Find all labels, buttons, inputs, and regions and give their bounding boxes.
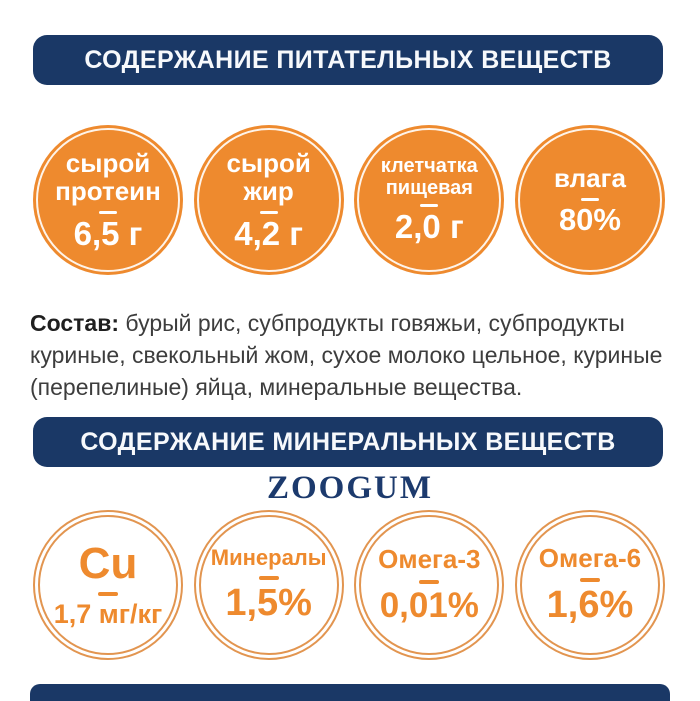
label-line: пищевая: [385, 177, 473, 200]
dash-separator: [579, 578, 600, 583]
nutrient-circle-moisture: влага 80%: [514, 125, 665, 275]
nutrients-circle-row: сырой протеин 6,5 г сырой жир 4,2 г клет…: [33, 125, 665, 275]
nutrient-value: 4,2 г: [234, 214, 304, 252]
dash-separator: [258, 576, 279, 581]
nutrient-value: 2,0 г: [394, 208, 464, 246]
mineral-circle-copper: Cu 1,7 мг/кг: [33, 510, 183, 660]
mineral-circle-minerals: Минералы 1,5%: [193, 510, 344, 660]
label-line: влага: [554, 162, 626, 193]
label-line: клетчатка: [380, 155, 478, 178]
mineral-label: Cu: [78, 538, 138, 588]
label-line: жир: [243, 176, 294, 207]
mineral-circle-omega6: Омега-6 1,6%: [514, 510, 665, 660]
mineral-value: 0,01%: [379, 585, 479, 625]
label-line: протеин: [55, 176, 161, 207]
nutrient-label: сырой жир: [226, 147, 311, 207]
section1-header-banner: СОДЕРЖАНИЕ ПИТАТЕЛЬНЫХ ВЕЩЕСТВ: [33, 35, 663, 85]
label-line: сырой: [226, 147, 311, 178]
nutrient-value: 6,5 г: [73, 214, 143, 252]
bottom-banner-partial: [30, 684, 670, 701]
dash-separator: [580, 197, 599, 201]
composition-label: Состав:: [30, 310, 120, 336]
mineral-circle-omega3: Омега-3 0,01%: [354, 510, 505, 660]
mineral-label: Омега-6: [538, 542, 642, 573]
dash-separator: [99, 210, 117, 214]
dash-separator: [98, 591, 118, 596]
mineral-value: 1,6%: [546, 584, 634, 627]
brand-name: ZOOGUM: [267, 470, 433, 506]
label-line: сырой: [65, 147, 151, 178]
minerals-circle-row: Cu 1,7 мг/кг Минералы 1,5% Омега-3 0,01%…: [33, 510, 665, 660]
nutrient-label: клетчатка пищевая: [381, 155, 478, 199]
nutrient-circle-crude-protein: сырой протеин 6,5 г: [33, 125, 183, 275]
dash-separator: [419, 579, 440, 584]
dash-separator: [420, 204, 439, 208]
nutrient-circle-crude-fat: сырой жир 4,2 г: [193, 125, 344, 275]
mineral-value: 1,7 мг/кг: [53, 598, 163, 629]
mineral-label: Минералы: [210, 544, 327, 570]
nutrient-label: сырой протеин: [55, 147, 161, 207]
section2-title: СОДЕРЖАНИЕ МИНЕРАЛЬНЫХ ВЕЩЕСТВ: [80, 427, 616, 456]
composition-body: бурый рис, субпродукты говяжьи, субпроду…: [30, 310, 663, 401]
mineral-value: 1,5%: [225, 582, 312, 625]
nutrient-label: влага: [554, 164, 626, 193]
section1-title: СОДЕРЖАНИЕ ПИТАТЕЛЬНЫХ ВЕЩЕСТВ: [84, 45, 612, 74]
dash-separator: [259, 210, 278, 214]
composition-paragraph: Состав: бурый рис, субпродукты говяжьи, …: [30, 307, 674, 404]
nutrient-circle-dietary-fiber: клетчатка пищевая 2,0 г: [354, 125, 505, 275]
mineral-label: Омега-3: [378, 544, 481, 575]
nutrient-value: 80%: [558, 201, 621, 237]
section2-header-banner: СОДЕРЖАНИЕ МИНЕРАЛЬНЫХ ВЕЩЕСТВ: [33, 417, 663, 467]
